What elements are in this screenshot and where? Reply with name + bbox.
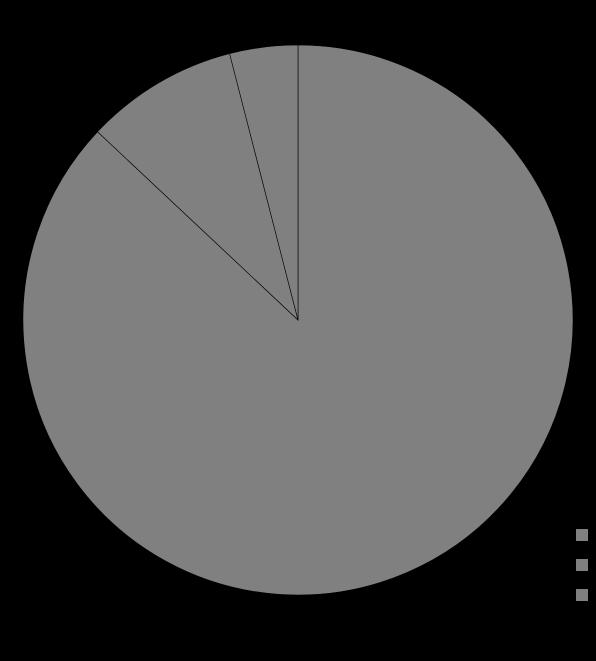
legend-item (576, 589, 588, 601)
legend (576, 529, 588, 601)
legend-swatch-icon (576, 529, 588, 541)
legend-swatch-icon (576, 559, 588, 571)
legend-item (576, 559, 588, 571)
legend-item (576, 529, 588, 541)
pie-chart (0, 0, 596, 661)
legend-swatch-icon (576, 589, 588, 601)
pie-chart-container (0, 0, 596, 661)
